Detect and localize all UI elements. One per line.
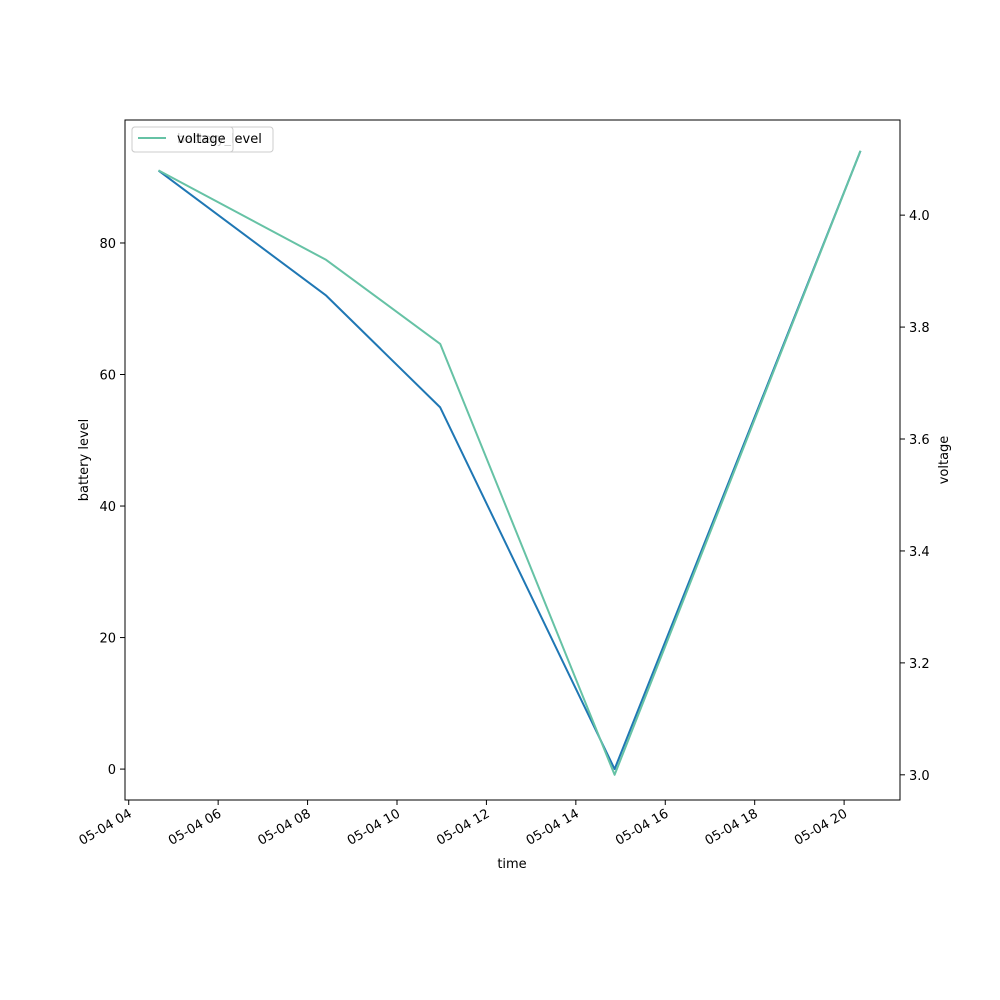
left-y-tick-label: 80	[99, 237, 116, 252]
series-line-battery-level	[157, 150, 862, 771]
plot-frame	[124, 119, 901, 801]
left-y-axis-title: battery level	[77, 419, 92, 502]
right-y-axis-title: voltage	[937, 436, 952, 485]
left-y-tick-label: 0	[108, 763, 116, 778]
legend-voltage: voltage	[131, 126, 234, 153]
right-y-axis-ticks: 3.0 3.2 3.4 3.6 3.8 4.0	[900, 209, 930, 784]
right-y-tick-label: 3.0	[909, 769, 930, 784]
right-y-tick-label: 3.4	[909, 545, 930, 560]
series-layer	[157, 150, 862, 776]
left-y-tick-label: 40	[99, 500, 116, 515]
right-y-tick-label: 3.6	[909, 433, 930, 448]
left-y-axis-ticks: 0 20 40 60 80	[99, 237, 125, 778]
series-line-voltage	[158, 150, 862, 776]
right-y-tick-label: 3.2	[909, 657, 930, 672]
legend-label: voltage	[177, 132, 226, 147]
right-y-tick-label: 4.0	[909, 209, 930, 224]
right-y-tick-label: 3.8	[909, 321, 930, 336]
x-axis-title: time	[497, 857, 526, 872]
legend-box	[131, 126, 234, 153]
left-y-tick-label: 20	[99, 632, 116, 647]
left-y-tick-label: 60	[99, 369, 116, 384]
